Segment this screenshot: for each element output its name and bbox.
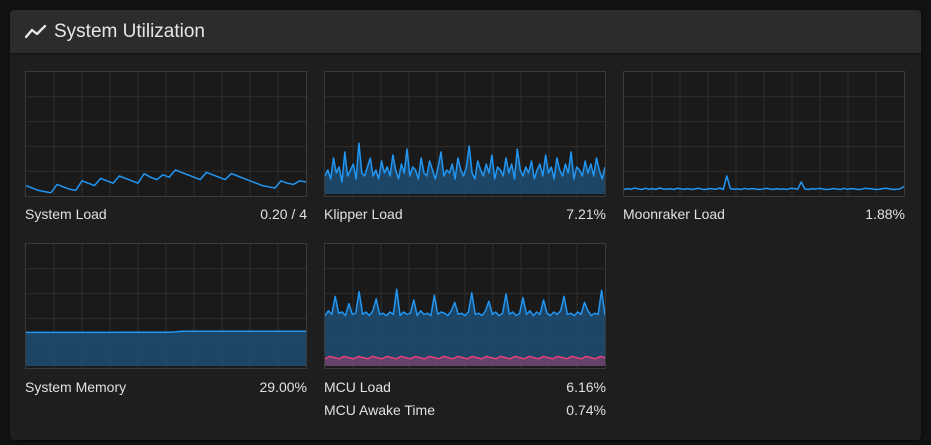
mcu-load-chart-svg bbox=[325, 244, 605, 368]
mcu-load-label: MCU Load bbox=[324, 379, 391, 395]
system-memory-area bbox=[26, 331, 306, 366]
system-load-row: System Load 0.20 / 4 bbox=[25, 206, 307, 224]
klipper-load-area bbox=[325, 143, 605, 194]
mcu-load-chart bbox=[324, 243, 606, 369]
moonraker-load-tile: Moonraker Load 1.88% bbox=[623, 71, 905, 231]
klipper-load-value: 7.21% bbox=[566, 206, 606, 222]
chart-line-icon bbox=[25, 24, 47, 39]
system-load-chart-svg bbox=[26, 72, 306, 196]
system-memory-tile: System Memory 29.00% bbox=[25, 243, 307, 403]
system-memory-line bbox=[26, 330, 306, 334]
mcu-awake-time-label: MCU Awake Time bbox=[324, 402, 435, 418]
system-memory-label: System Memory bbox=[25, 379, 127, 395]
klipper-load-chart-svg bbox=[325, 72, 605, 196]
system-utilization-card: System Utilization System Load 0.20 / 4 … bbox=[10, 10, 921, 440]
klipper-load-line bbox=[325, 142, 605, 183]
klipper-load-chart bbox=[324, 71, 606, 197]
chart-grid bbox=[26, 72, 306, 196]
card-header: System Utilization bbox=[10, 10, 921, 53]
system-load-chart bbox=[25, 71, 307, 197]
system-load-tile: System Load 0.20 / 4 bbox=[25, 71, 307, 231]
system-load-line bbox=[26, 169, 306, 194]
system-load-label: System Load bbox=[25, 206, 107, 222]
klipper-load-label: Klipper Load bbox=[324, 206, 403, 222]
system-memory-value: 29.00% bbox=[259, 379, 307, 395]
mcu-load-value: 6.16% bbox=[566, 379, 606, 395]
mcu-awake-time-row: MCU Awake Time 0.74% bbox=[324, 402, 606, 420]
mcu-awake-time-value: 0.74% bbox=[566, 402, 606, 418]
mcu-load-tile: MCU Load 6.16% MCU Awake Time 0.74% bbox=[324, 243, 606, 423]
moonraker-load-value: 1.88% bbox=[865, 206, 905, 222]
klipper-load-row: Klipper Load 7.21% bbox=[324, 206, 606, 224]
chart-grid bbox=[624, 72, 904, 196]
mcu-load-line bbox=[325, 288, 605, 317]
mcu-load-row: MCU Load 6.16% bbox=[324, 379, 606, 397]
system-load-value: 0.20 / 4 bbox=[260, 206, 307, 222]
mcu-awake-time-line bbox=[325, 355, 605, 360]
moonraker-load-label: Moonraker Load bbox=[623, 206, 725, 222]
mcu-load-area bbox=[325, 289, 605, 366]
system-memory-chart bbox=[25, 243, 307, 369]
moonraker-load-row: Moonraker Load 1.88% bbox=[623, 206, 905, 224]
system-memory-row: System Memory 29.00% bbox=[25, 379, 307, 397]
moonraker-load-line bbox=[624, 175, 904, 191]
klipper-load-tile: Klipper Load 7.21% bbox=[324, 71, 606, 231]
system-memory-chart-svg bbox=[26, 244, 306, 368]
card-title: System Utilization bbox=[54, 21, 205, 42]
moonraker-load-chart-svg bbox=[624, 72, 904, 196]
moonraker-load-chart bbox=[623, 71, 905, 197]
